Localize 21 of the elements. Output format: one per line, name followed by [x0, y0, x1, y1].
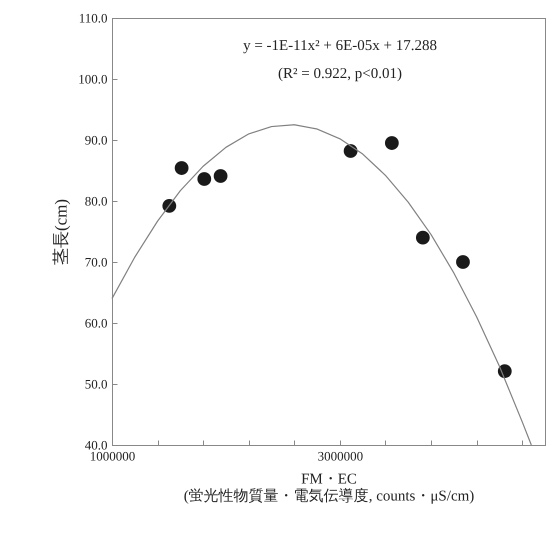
- point: [456, 255, 470, 269]
- annotation: (R² = 0.922, p<0.01): [278, 66, 402, 82]
- y-tick-label: 80.0: [84, 194, 108, 208]
- annotation: y = -1E-11x² + 6E-05x + 17.288: [243, 38, 437, 54]
- x-axis-title: FM・EC (蛍光性物質量・電気伝導度, counts・μS/cm): [184, 472, 474, 504]
- y-tick-label: 100.0: [78, 72, 108, 86]
- x-tick-label: 3000000: [318, 448, 364, 464]
- point: [384, 136, 399, 150]
- y-tick-label: 110.0: [78, 10, 108, 26]
- line-series: [111, 124, 532, 446]
- point: [344, 144, 358, 158]
- y-tick-label: 60.0: [84, 316, 108, 330]
- y-tick-label: 70.0: [84, 254, 108, 270]
- y-axis-title: 茎長(cm): [51, 198, 70, 266]
- point: [416, 230, 430, 244]
- point: [498, 364, 512, 378]
- point: [197, 172, 212, 186]
- y-tick-label: 50.0: [84, 376, 108, 392]
- y-tick-label: 90.0: [84, 132, 108, 148]
- point: [174, 161, 189, 175]
- point: [214, 169, 228, 183]
